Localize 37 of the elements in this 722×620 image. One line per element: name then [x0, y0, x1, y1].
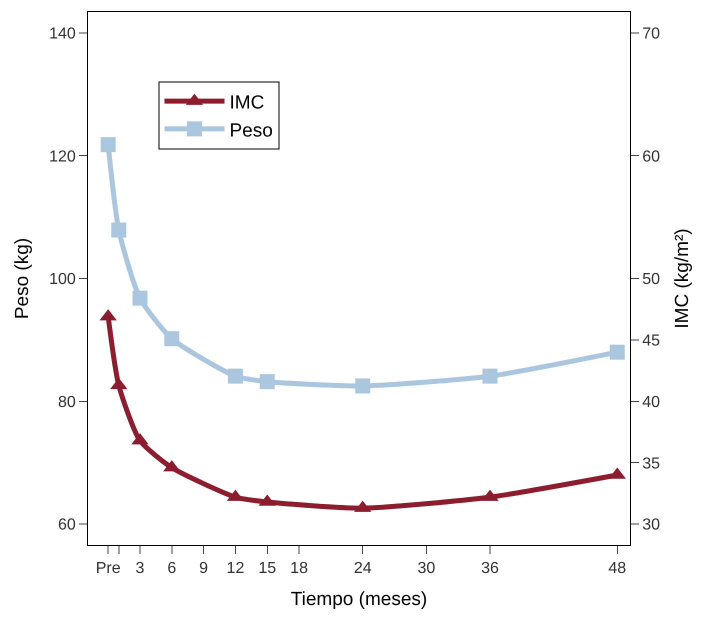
x-tick-label: 12 — [226, 560, 244, 578]
point — [132, 290, 148, 306]
y2-tick-label: 50 — [642, 271, 660, 288]
y2-axis-title: IMC (kg/m²) — [672, 228, 693, 329]
point — [111, 222, 126, 238]
y-axis-title: Peso (kg) — [12, 238, 33, 320]
y2-tick-label: 40 — [642, 394, 660, 411]
y-tick-label: 140 — [49, 25, 76, 42]
x-tick-label: 15 — [258, 560, 276, 578]
y2-tick-label: 70 — [642, 25, 660, 42]
x-tick-label: 9 — [199, 560, 208, 578]
x-tick-label: 3 — [136, 560, 145, 578]
x-tick-label: 24 — [354, 560, 372, 578]
legend-label: IMC — [229, 92, 264, 114]
y-tick-label: 80 — [58, 394, 76, 411]
x-tick-label: 48 — [608, 560, 626, 578]
point — [482, 368, 498, 384]
y-tick-label: 100 — [49, 271, 76, 288]
legend-label: Peso — [229, 120, 273, 142]
y2-tick-label: 35 — [642, 455, 660, 472]
point — [355, 378, 370, 394]
point — [260, 374, 275, 390]
point — [610, 344, 625, 360]
y2-tick-label: 45 — [642, 332, 660, 350]
x-tick-label: 18 — [290, 560, 308, 578]
x-tick-label: 36 — [481, 560, 499, 578]
point — [228, 368, 243, 384]
x-tick-label: 30 — [417, 560, 436, 578]
y-tick-label: 60 — [58, 516, 76, 534]
x-tick-label: Pre — [96, 560, 121, 578]
y-tick-label: 120 — [49, 148, 76, 166]
point — [100, 137, 116, 152]
y2-tick-label: 30 — [642, 516, 660, 534]
y2-tick-label: 60 — [642, 148, 660, 166]
x-axis-title: Tiempo (meses) — [290, 589, 428, 610]
x-tick-label: 6 — [167, 560, 176, 578]
point — [164, 331, 180, 346]
